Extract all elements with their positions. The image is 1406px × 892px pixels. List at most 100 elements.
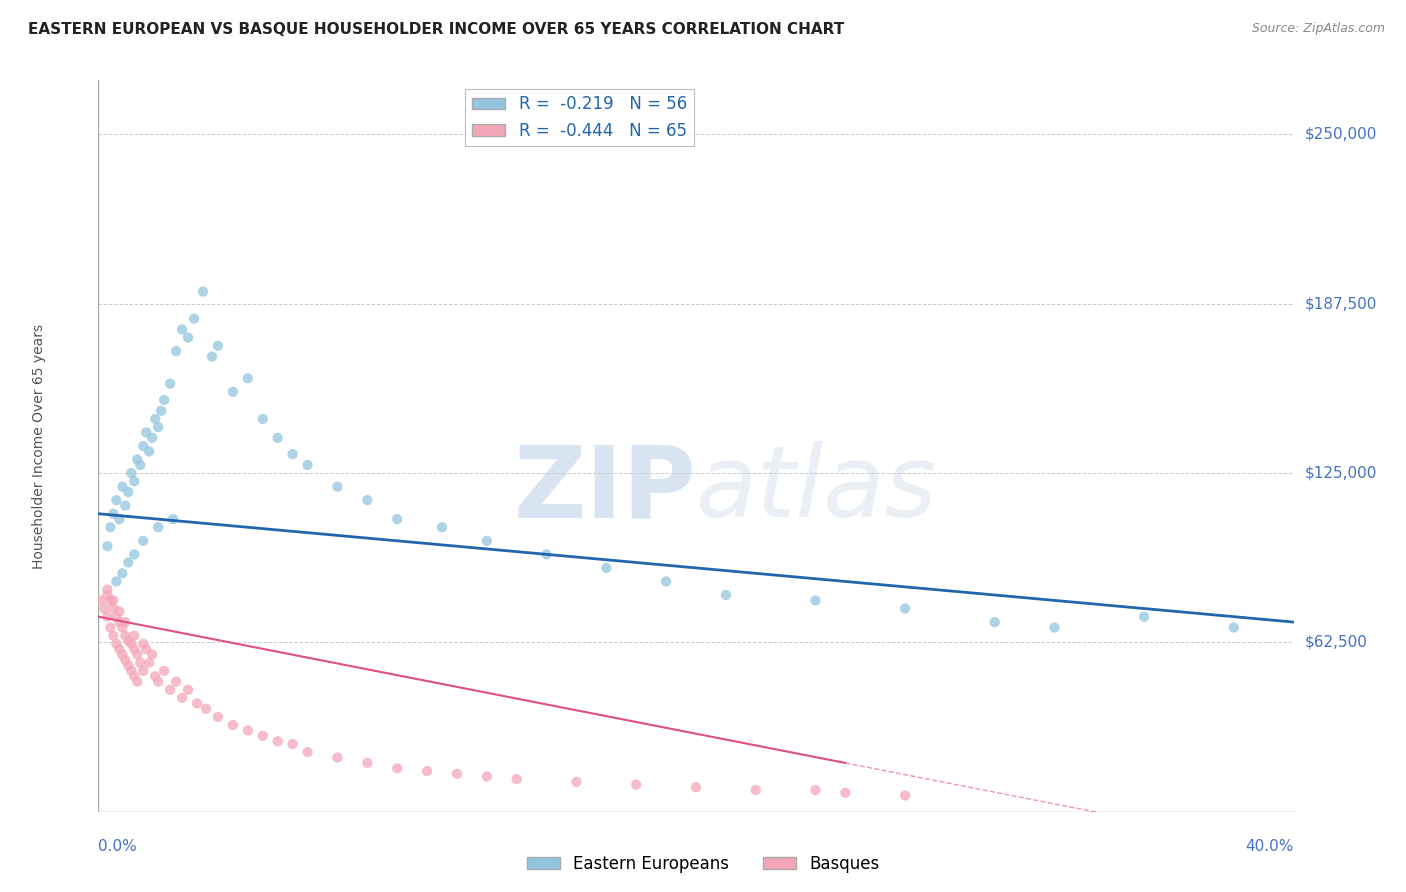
Point (138, 444, 160, 458)
Point (108, 615, 131, 629)
Point (93, 601, 115, 615)
Point (162, 512, 184, 526)
Point (236, 723, 259, 738)
Point (148, 420, 170, 434)
Point (117, 634, 139, 648)
Point (267, 734, 290, 748)
Point (326, 480, 349, 494)
Point (150, 404, 173, 418)
Point (141, 431, 163, 445)
Point (177, 682, 200, 697)
Point (96, 588, 118, 602)
Point (595, 561, 617, 575)
Point (103, 593, 125, 607)
Point (153, 664, 176, 678)
Point (1133, 609, 1156, 624)
Text: Householder Income Over 65 years: Householder Income Over 65 years (32, 324, 45, 568)
Point (127, 648, 149, 662)
Text: $250,000: $250,000 (1305, 127, 1376, 142)
Point (103, 629, 125, 643)
Point (177, 331, 200, 345)
Point (186, 697, 208, 711)
Point (191, 285, 214, 299)
Point (120, 664, 142, 678)
Point (148, 520, 170, 534)
Point (135, 642, 157, 657)
Point (127, 452, 149, 467)
Point (222, 718, 245, 732)
Point (132, 664, 155, 678)
Point (281, 447, 304, 461)
Point (267, 431, 290, 445)
Point (103, 601, 125, 615)
Point (135, 425, 157, 440)
Text: Source: ZipAtlas.com: Source: ZipAtlas.com (1251, 22, 1385, 36)
Point (430, 520, 453, 534)
Point (1043, 620, 1066, 634)
Point (252, 729, 274, 743)
Point (90, 593, 112, 607)
Point (141, 648, 163, 662)
Point (385, 761, 409, 775)
Point (624, 778, 647, 792)
Point (132, 637, 155, 651)
Point (132, 533, 155, 548)
Text: atlas: atlas (696, 442, 938, 539)
Point (385, 512, 409, 526)
Point (804, 593, 827, 607)
Point (114, 615, 136, 629)
Point (143, 669, 166, 683)
Point (446, 766, 468, 780)
Point (103, 507, 125, 521)
Point (105, 574, 128, 589)
Point (207, 710, 229, 724)
Point (714, 588, 737, 602)
Point (165, 674, 187, 689)
Point (804, 783, 827, 797)
Point (111, 566, 134, 581)
Point (111, 648, 134, 662)
Text: $125,000: $125,000 (1305, 466, 1376, 481)
Point (894, 789, 917, 803)
Text: 40.0%: 40.0% (1246, 839, 1294, 855)
Point (475, 533, 498, 548)
Point (475, 770, 498, 784)
Point (183, 311, 205, 326)
Point (124, 547, 146, 561)
Text: 0.0%: 0.0% (98, 839, 138, 855)
Point (129, 656, 152, 670)
Text: ZIP: ZIP (513, 442, 696, 539)
Point (124, 669, 146, 683)
Point (96, 609, 118, 624)
Point (124, 474, 146, 488)
Point (114, 499, 136, 513)
Point (120, 637, 142, 651)
Point (159, 682, 181, 697)
Point (326, 750, 349, 764)
Point (114, 629, 136, 643)
Point (281, 737, 304, 751)
Point (194, 702, 218, 716)
Text: $187,500: $187,500 (1305, 296, 1376, 311)
Point (983, 615, 1005, 629)
Point (127, 674, 149, 689)
Point (120, 466, 142, 480)
Point (148, 674, 170, 689)
Point (416, 764, 439, 778)
Point (96, 539, 118, 553)
Point (108, 604, 131, 618)
Point (745, 783, 768, 797)
Point (236, 371, 259, 385)
Point (111, 480, 134, 494)
Point (132, 439, 155, 453)
Point (201, 350, 224, 364)
Point (153, 392, 176, 407)
Point (111, 620, 134, 634)
Point (506, 772, 529, 787)
Point (98, 593, 122, 607)
Legend: Eastern Europeans, Basques: Eastern Europeans, Basques (520, 848, 886, 880)
Point (117, 658, 139, 673)
Point (105, 493, 128, 508)
Point (356, 493, 378, 508)
Point (172, 322, 194, 336)
